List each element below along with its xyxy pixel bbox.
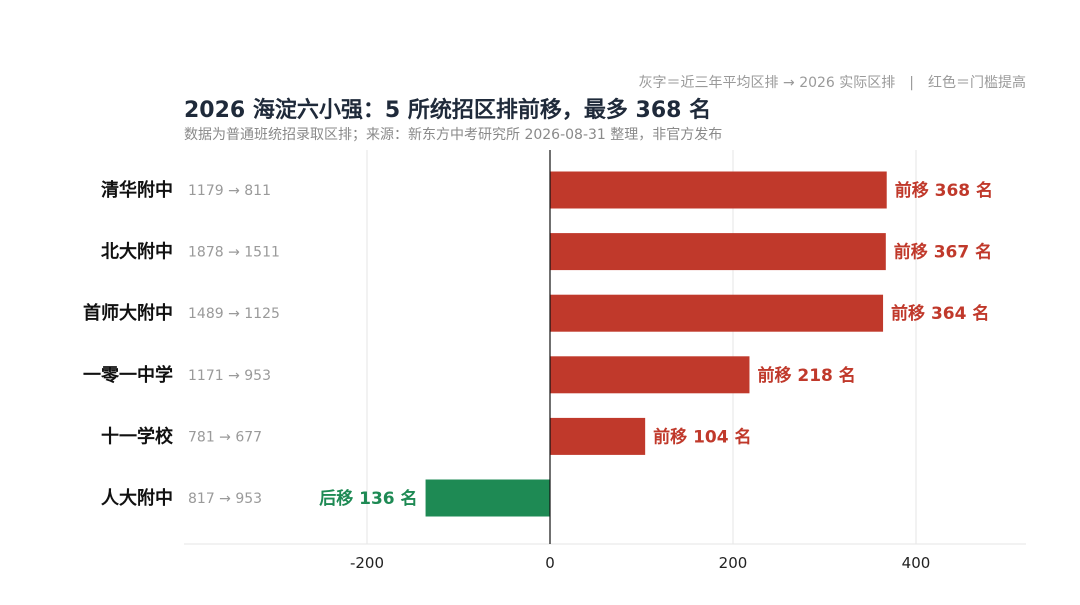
bar-3 (550, 294, 884, 332)
x-tick-label: 200 (719, 554, 748, 572)
rank-range-label: 1179 → 811 (188, 183, 271, 199)
rank-range-label: 1489 → 1125 (188, 306, 280, 322)
bar-5 (550, 417, 646, 455)
bar-2 (550, 233, 886, 271)
value-label: 后移 136 名 (319, 488, 417, 509)
chart-title: 2026 海淀六小强：5 所统招区排前移，最多 368 名 (184, 98, 712, 123)
category-label: 首师大附中 (83, 302, 173, 324)
rank-range-label: 1878 → 1511 (188, 245, 280, 261)
value-label: 前移 218 名 (757, 365, 855, 386)
rank-range-label: 817 → 953 (188, 491, 262, 507)
rank-range-label: 1171 → 953 (188, 368, 271, 384)
chart-subtitle: 数据为普通班统招录取区排；来源：新东方中考研究所 2026-08-31 整理，非… (184, 127, 723, 143)
rank-range-label: 781 → 677 (188, 429, 262, 445)
category-label: 清华附中 (101, 179, 173, 201)
x-tick-label: 400 (902, 554, 931, 572)
value-label: 前移 368 名 (895, 180, 993, 201)
value-label: 前移 367 名 (894, 242, 992, 263)
category-label: 十一学校 (101, 425, 174, 447)
x-tick-label: 0 (545, 554, 555, 572)
value-label: 前移 104 名 (653, 426, 751, 447)
bar-4 (550, 356, 750, 394)
bar-1 (550, 171, 887, 209)
x-tick-label: -200 (350, 554, 384, 572)
category-label: 北大附中 (101, 241, 173, 263)
value-label: 前移 364 名 (891, 303, 989, 324)
category-label: 一零一中学 (83, 364, 173, 386)
bar-6 (425, 479, 550, 517)
legend-note: 灰字＝近三年平均区排 → 2026 实际区排 | 红色＝门槛提高 (638, 75, 1026, 91)
category-label: 人大附中 (101, 487, 173, 509)
